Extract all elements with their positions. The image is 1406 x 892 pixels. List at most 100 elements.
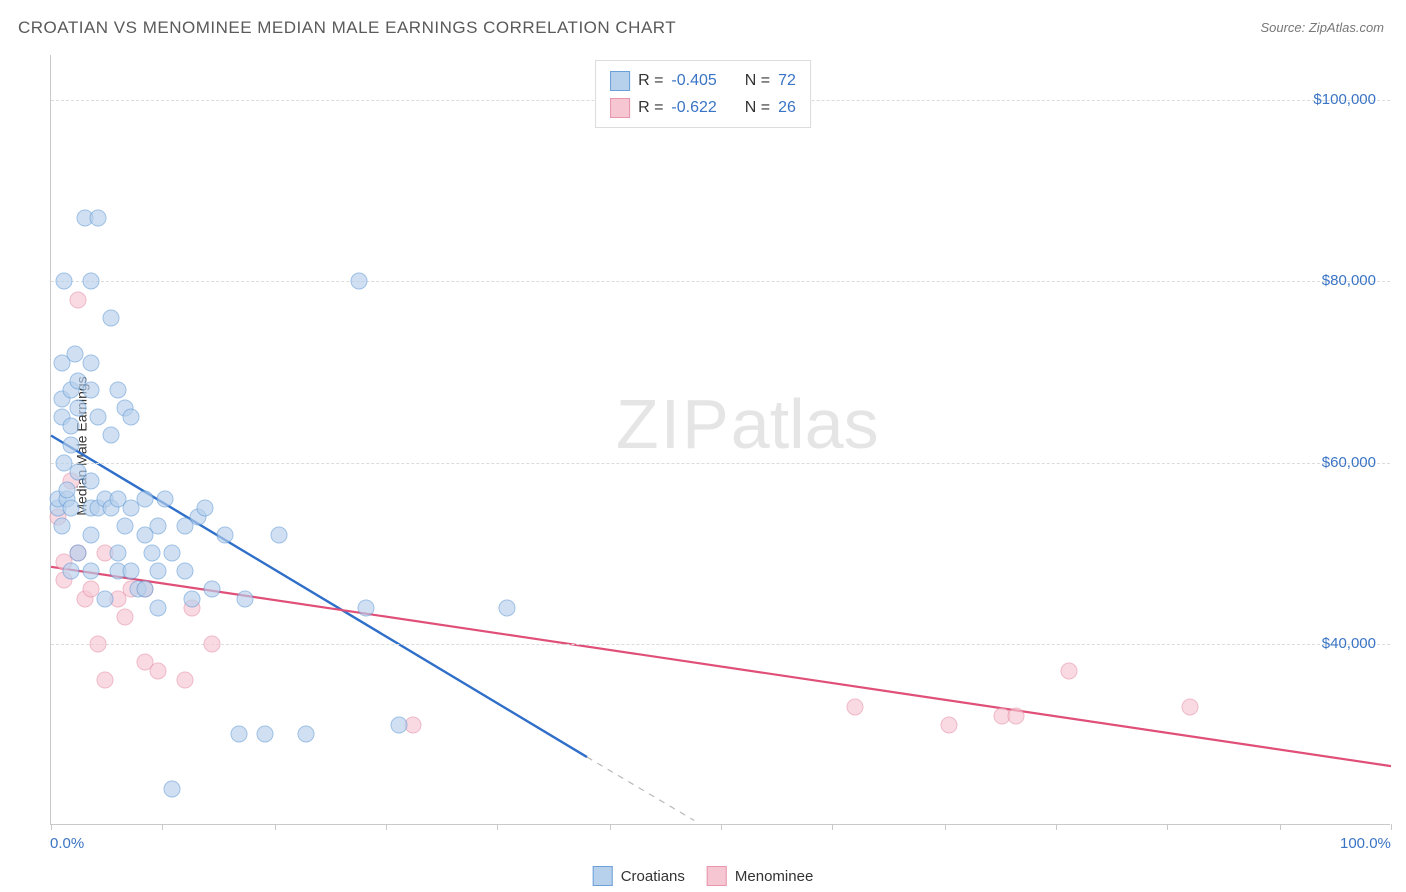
legend-item-croatians: Croatians xyxy=(593,866,685,886)
marker-croatians xyxy=(150,563,167,580)
n-value-menominee: 26 xyxy=(778,94,796,121)
marker-croatians xyxy=(103,309,120,326)
marker-menominee xyxy=(847,699,864,716)
y-tick-label: $100,000 xyxy=(1313,91,1376,108)
marker-croatians xyxy=(96,590,113,607)
marker-menominee xyxy=(1007,708,1024,725)
marker-croatians xyxy=(163,780,180,797)
marker-menominee xyxy=(1061,663,1078,680)
marker-croatians xyxy=(143,545,160,562)
x-tick xyxy=(1167,824,1168,830)
legend-label-menominee: Menominee xyxy=(735,868,813,885)
x-tick xyxy=(1391,824,1392,830)
n-label: N = xyxy=(745,94,770,121)
marker-menominee xyxy=(940,717,957,734)
marker-croatians xyxy=(83,273,100,290)
marker-croatians xyxy=(136,490,153,507)
x-tick xyxy=(610,824,611,830)
marker-menominee xyxy=(69,291,86,308)
marker-croatians xyxy=(237,590,254,607)
x-tick xyxy=(51,824,52,830)
marker-croatians xyxy=(150,518,167,535)
swatch-menominee xyxy=(707,866,727,886)
n-label: N = xyxy=(745,67,770,94)
marker-croatians xyxy=(89,210,106,227)
r-value-menominee: -0.622 xyxy=(671,94,716,121)
x-tick-label: 0.0% xyxy=(50,835,84,852)
y-tick-label: $40,000 xyxy=(1322,635,1376,652)
n-value-croatians: 72 xyxy=(778,67,796,94)
swatch-croatians xyxy=(593,866,613,886)
marker-croatians xyxy=(67,345,84,362)
x-tick xyxy=(497,824,498,830)
marker-menominee xyxy=(116,608,133,625)
x-tick-label: 100.0% xyxy=(1340,835,1391,852)
marker-croatians xyxy=(103,427,120,444)
stats-row-menominee: R = -0.622 N = 26 xyxy=(610,94,796,121)
marker-croatians xyxy=(69,545,86,562)
marker-croatians xyxy=(69,400,86,417)
marker-croatians xyxy=(150,599,167,616)
y-tick-label: $60,000 xyxy=(1322,454,1376,471)
marker-menominee xyxy=(89,635,106,652)
gridline xyxy=(51,463,1390,464)
marker-croatians xyxy=(257,726,274,743)
marker-croatians xyxy=(83,563,100,580)
marker-croatians xyxy=(89,409,106,426)
legend-item-menominee: Menominee xyxy=(707,866,813,886)
marker-croatians xyxy=(83,527,100,544)
r-label: R = xyxy=(638,67,663,94)
marker-menominee xyxy=(177,672,194,689)
stats-box: R = -0.405 N = 72 R = -0.622 N = 26 xyxy=(595,60,811,128)
marker-croatians xyxy=(183,590,200,607)
marker-croatians xyxy=(297,726,314,743)
x-tick xyxy=(1056,824,1057,830)
marker-croatians xyxy=(63,418,80,435)
marker-croatians xyxy=(217,527,234,544)
marker-menominee xyxy=(150,663,167,680)
r-label: R = xyxy=(638,94,663,121)
chart-title: CROATIAN VS MENOMINEE MEDIAN MALE EARNIN… xyxy=(18,18,676,38)
marker-croatians xyxy=(136,581,153,598)
marker-croatians xyxy=(177,563,194,580)
marker-croatians xyxy=(59,481,76,498)
swatch-croatians xyxy=(610,71,630,91)
marker-croatians xyxy=(123,563,140,580)
marker-croatians xyxy=(270,527,287,544)
marker-croatians xyxy=(63,499,80,516)
marker-croatians xyxy=(163,545,180,562)
marker-croatians xyxy=(498,599,515,616)
r-value-croatians: -0.405 xyxy=(671,67,716,94)
stats-row-croatians: R = -0.405 N = 72 xyxy=(610,67,796,94)
trend-line xyxy=(587,757,694,820)
marker-croatians xyxy=(63,563,80,580)
swatch-menominee xyxy=(610,98,630,118)
marker-croatians xyxy=(83,355,100,372)
gridline xyxy=(51,281,1390,282)
marker-croatians xyxy=(156,490,173,507)
marker-croatians xyxy=(110,382,127,399)
legend-label-croatians: Croatians xyxy=(621,868,685,885)
marker-croatians xyxy=(110,545,127,562)
x-tick xyxy=(1280,824,1281,830)
marker-croatians xyxy=(53,518,70,535)
marker-croatians xyxy=(230,726,247,743)
marker-croatians xyxy=(116,518,133,535)
marker-menominee xyxy=(96,672,113,689)
source-label: Source: ZipAtlas.com xyxy=(1260,20,1384,35)
bottom-legend: Croatians Menominee xyxy=(593,866,814,886)
x-tick xyxy=(386,824,387,830)
marker-croatians xyxy=(83,472,100,489)
marker-croatians xyxy=(197,499,214,516)
plot-area: ZIPatlas xyxy=(50,55,1390,825)
marker-menominee xyxy=(203,635,220,652)
x-tick xyxy=(721,824,722,830)
marker-croatians xyxy=(83,382,100,399)
marker-croatians xyxy=(357,599,374,616)
x-tick xyxy=(945,824,946,830)
marker-menominee xyxy=(1182,699,1199,716)
y-tick-label: $80,000 xyxy=(1322,272,1376,289)
x-tick xyxy=(832,824,833,830)
x-tick xyxy=(162,824,163,830)
gridline xyxy=(51,644,1390,645)
